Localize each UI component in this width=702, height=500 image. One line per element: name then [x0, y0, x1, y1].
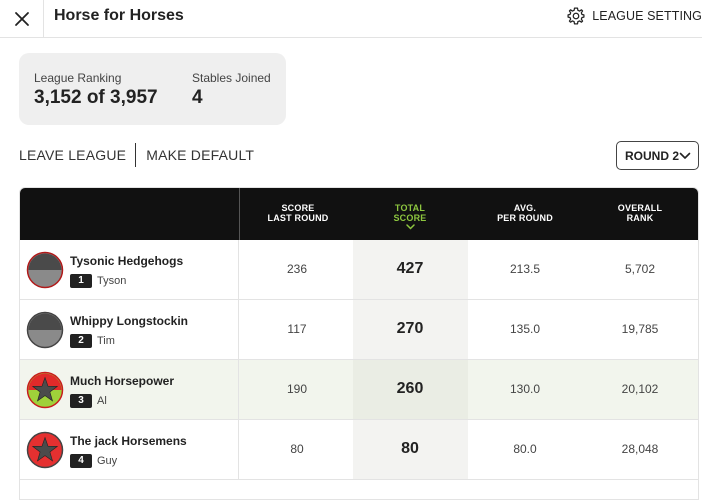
total-score: 427	[396, 260, 424, 277]
league-stats-card: League Ranking 3,152 of 3,957 Stables Jo…	[19, 53, 286, 125]
last-round-score: 117	[287, 322, 307, 336]
avatar-icon	[26, 311, 64, 349]
column-header-overall-rank[interactable]: OVERALL RANK	[590, 203, 690, 223]
stables-joined: Stables Joined 4	[192, 71, 271, 109]
last-round-score: 190	[286, 382, 308, 396]
divider	[239, 188, 240, 240]
table-row[interactable]: Tysonic Hedgehogs 1 Tyson 236 427 213.5 …	[20, 240, 698, 300]
owner-name: Al	[97, 395, 107, 407]
column-header-total-score[interactable]: TOTAL SCORE	[360, 203, 460, 230]
column-header-line: SCORE	[281, 203, 315, 213]
league-ranking-label: League Ranking	[34, 71, 122, 85]
overall-rank: 28,048	[621, 442, 659, 456]
stable-cell: The jack Horsemens 4 Guy	[20, 420, 239, 479]
avg-per-round: 135.0	[509, 322, 541, 336]
column-header-avg-per-round[interactable]: AVG. PER ROUND	[475, 203, 575, 223]
stable-cell: Much Horsepower 3 Al	[20, 360, 239, 419]
stable-name: The jack Horsemens	[70, 434, 187, 448]
stables-joined-value: 4	[192, 87, 203, 108]
column-header-line: RANK	[626, 213, 654, 223]
chevron-down-icon	[679, 152, 691, 159]
leave-league-link[interactable]: LEAVE LEAGUE	[19, 146, 127, 163]
close-button[interactable]	[0, 0, 44, 37]
sort-chevron-icon	[405, 224, 415, 230]
stable-name: Much Horsepower	[70, 374, 175, 388]
column-header-line: OVERALL	[617, 203, 663, 213]
stables-joined-label: Stables Joined	[192, 71, 271, 85]
column-header-line: AVG.	[513, 203, 537, 213]
owner-name: Tim	[97, 335, 115, 347]
rank-badge: 4	[70, 454, 92, 468]
page-title: Horse for Horses	[54, 7, 184, 24]
avg-per-round: 80.0	[513, 442, 537, 456]
avatar-icon	[26, 431, 64, 469]
top-bar: Horse for Horses LEAGUE SETTING	[0, 0, 702, 38]
total-score-cell-bg	[353, 360, 468, 419]
column-header-last-round[interactable]: SCORE LAST ROUND	[248, 203, 348, 223]
rank-badge: 2	[70, 334, 92, 348]
owner-name: Guy	[97, 455, 118, 467]
standings-table: SCORE LAST ROUND TOTAL SCORE AVG. PER RO…	[19, 187, 699, 500]
stable-name: Whippy Longstockin	[70, 314, 188, 328]
league-ranking-value: 3,152 of 3,957	[34, 87, 158, 108]
column-header-line: TOTAL	[394, 203, 426, 213]
stable-cell: Whippy Longstockin 2 Tim	[20, 300, 239, 359]
overall-rank: 5,702	[624, 262, 656, 276]
column-header-line: SCORE	[393, 213, 427, 223]
round-select-value: ROUND 2	[625, 148, 680, 163]
column-header-line: LAST ROUND	[267, 213, 329, 223]
league-settings-label: LEAGUE SETTING	[592, 9, 702, 23]
table-row[interactable]: Whippy Longstockin 2 Tim 117 270 135.0 1…	[20, 300, 698, 360]
total-score: 80	[401, 440, 419, 457]
rank-badge: 3	[70, 394, 92, 408]
avg-per-round: 130.0	[509, 382, 541, 396]
league-actions: LEAVE LEAGUE MAKE DEFAULT	[19, 142, 254, 167]
make-default-link[interactable]: MAKE DEFAULT	[146, 146, 255, 163]
divider	[135, 142, 137, 167]
avatar-icon	[26, 371, 64, 409]
stable-name: Tysonic Hedgehogs	[70, 254, 184, 268]
avg-per-round: 213.5	[509, 262, 541, 276]
owner-name: Tyson	[97, 275, 127, 287]
overall-rank: 20,102	[621, 382, 659, 396]
overall-rank: 19,785	[621, 322, 659, 336]
table-row-highlighted[interactable]: Much Horsepower 3 Al 190 260 130.0 20,10…	[20, 360, 698, 420]
close-icon	[14, 11, 29, 26]
avatar-icon	[26, 251, 64, 289]
last-round-score: 80	[290, 442, 304, 456]
round-select[interactable]: ROUND 2	[616, 141, 699, 170]
stable-cell: Tysonic Hedgehogs 1 Tyson	[20, 240, 239, 299]
table-header: SCORE LAST ROUND TOTAL SCORE AVG. PER RO…	[20, 188, 698, 240]
gear-icon	[567, 7, 585, 25]
last-round-score: 236	[286, 262, 308, 276]
total-score: 270	[396, 320, 424, 337]
rank-badge: 1	[70, 274, 92, 288]
league-settings-button[interactable]: LEAGUE SETTING	[566, 5, 702, 27]
league-ranking: League Ranking 3,152 of 3,957	[34, 71, 158, 109]
total-score: 260	[396, 380, 424, 397]
table-row[interactable]: The jack Horsemens 4 Guy 80 80 80.0 28,0…	[20, 420, 698, 480]
column-header-line: PER ROUND	[497, 213, 553, 223]
